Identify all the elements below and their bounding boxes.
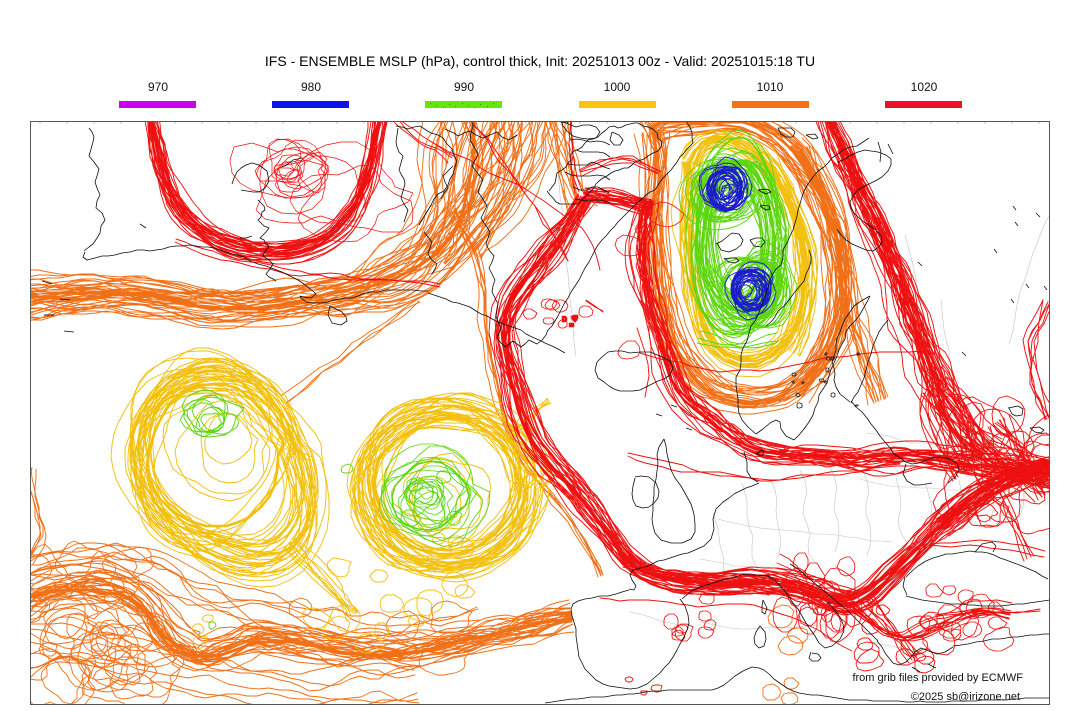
svg-text:1010: 1010	[757, 80, 784, 94]
svg-text:970: 970	[148, 80, 168, 94]
svg-text:1000: 1000	[604, 80, 631, 94]
svg-text:IFS - ENSEMBLE MSLP (hPa), con: IFS - ENSEMBLE MSLP (hPa), control thick…	[265, 53, 815, 69]
svg-text:980: 980	[301, 80, 321, 94]
svg-text:1020: 1020	[911, 80, 938, 94]
svg-text:990: 990	[454, 80, 474, 94]
svg-text:from grib files provided by EC: from grib files provided by ECMWF	[852, 672, 1023, 684]
svg-text:©2025 sb@irizone.net: ©2025 sb@irizone.net	[911, 691, 1020, 703]
